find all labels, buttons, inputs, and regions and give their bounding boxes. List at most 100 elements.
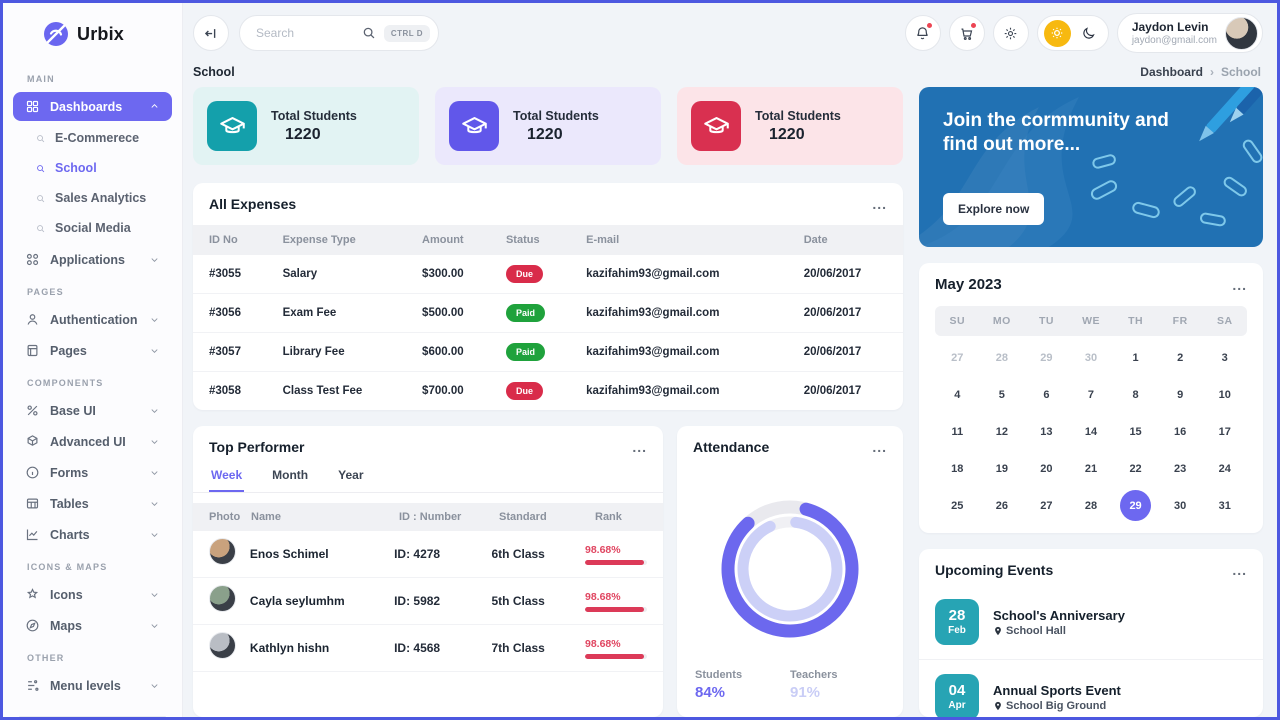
teachers-value: 91% (790, 684, 821, 701)
calendar-day[interactable]: 15 (1129, 425, 1142, 438)
calendar-day[interactable]: 3 (1221, 351, 1228, 364)
student-name: Cayla seylumhm (249, 594, 345, 608)
light-mode-button[interactable] (1043, 19, 1071, 47)
event-day: 28 (948, 607, 966, 625)
calendar-day[interactable]: 28 (1084, 499, 1098, 512)
event-item[interactable]: 28 Feb School's Anniversary School Hall (919, 591, 1263, 653)
tab-week[interactable]: Week (209, 464, 245, 492)
calendar-day[interactable]: 22 (1129, 462, 1142, 475)
brand-logo[interactable]: Urbix (3, 3, 182, 61)
calendar-day[interactable]: 11 (951, 425, 964, 438)
calendar-day[interactable]: 5 (998, 388, 1005, 401)
nav-section-label: ICONS & MAPS (27, 562, 108, 572)
calendar-day[interactable]: 29 (1040, 351, 1053, 364)
sidebar-item-label: Authentication (50, 312, 138, 327)
expense-amount-cell: $600.00 (414, 332, 498, 372)
attendance-menu-button[interactable]: ... (872, 439, 887, 455)
event-item[interactable]: 04 Apr Annual Sports Event School Big Groun… (919, 659, 1263, 717)
sidebar-item-maps[interactable]: Maps (13, 611, 172, 640)
topbar: CTRL D (183, 3, 1277, 63)
sidebar-item-base-ui[interactable]: Base UI (13, 396, 172, 425)
cart-button[interactable] (948, 15, 985, 51)
calendar-day[interactable]: 29 (1113, 488, 1158, 523)
stat-card-total-students[interactable]: Total Students 1220 (435, 87, 661, 165)
advui-icon (25, 434, 40, 449)
sidebar-item-forms[interactable]: Forms (13, 458, 172, 487)
calendar-day[interactable]: 4 (954, 388, 961, 401)
calendar-day[interactable]: 21 (1084, 462, 1098, 475)
sidebar-item-dashboards[interactable]: Dashboards (13, 92, 172, 121)
expenses-menu-button[interactable]: ... (872, 196, 887, 212)
sidebar-subitem-school[interactable]: School (13, 153, 172, 183)
sidebar-subitem-e-commerece[interactable]: E-Commerece (13, 123, 172, 153)
calendar-day[interactable]: 28 (995, 351, 1008, 364)
expense-date-cell: 20/06/2017 (803, 385, 862, 397)
nav-section-label: OTHER (27, 653, 65, 663)
sidebar-item-label: Advanced UI (50, 434, 126, 449)
user-menu[interactable]: Jaydon Levin jaydon@gmail.com (1116, 13, 1263, 53)
calendar-day[interactable]: 24 (1218, 462, 1231, 475)
calendar-day[interactable]: 26 (995, 499, 1008, 512)
calendar-day[interactable]: 18 (951, 462, 964, 475)
calendar-day[interactable]: 17 (1218, 425, 1231, 438)
calendar-day[interactable]: 10 (1218, 388, 1231, 401)
expense-status-cell: Due (497, 255, 579, 294)
calendar-day[interactable]: 25 (951, 499, 964, 512)
explore-now-button[interactable]: Explore now (943, 193, 1045, 225)
stat-card-total-students[interactable]: Total Students 1220 (193, 87, 419, 165)
sidebar-item-applications[interactable]: Applications (13, 245, 172, 274)
calendar-day[interactable]: 27 (951, 351, 964, 364)
sidebar-item-charts[interactable]: Charts (13, 520, 172, 549)
sidebar-item-icons[interactable]: Icons (13, 580, 172, 609)
calendar-menu-button[interactable]: ... (1232, 276, 1247, 293)
bell-icon (917, 26, 929, 39)
calendar-day[interactable]: 20 (1040, 462, 1053, 475)
submenu-item-icon (35, 163, 46, 174)
calendar-day[interactable]: 23 (1174, 462, 1187, 475)
sidebar-item-label: Dashboards (50, 99, 123, 114)
sidebar-subitem-sales-analytics[interactable]: Sales Analytics (13, 183, 172, 213)
stat-card-total-students[interactable]: Total Students 1220 (677, 87, 903, 165)
notifications-button[interactable] (904, 15, 941, 51)
dark-mode-button[interactable] (1075, 20, 1102, 47)
sidebar-collapse-button[interactable] (193, 15, 229, 51)
calendar-day[interactable]: 1 (1132, 351, 1139, 364)
tab-month[interactable]: Month (272, 468, 309, 482)
calendar-card: May 2023 ... SU MO TU WE TH FR SA 27 28 29 30 1 2 3 4… (919, 263, 1263, 533)
event-title: School's Anniversary (993, 607, 1125, 623)
apps-icon (25, 252, 40, 267)
sidebar-item-label: Pages (50, 343, 87, 358)
calendar-day[interactable]: 27 (1040, 499, 1053, 512)
calendar-day[interactable]: 12 (995, 425, 1008, 438)
calendar-day[interactable]: 7 (1087, 388, 1095, 401)
sidebar-item-authentication[interactable]: Authentication (13, 305, 172, 334)
breadcrumb-dashboard[interactable]: Dashboard (1140, 65, 1203, 79)
sidebar-item-tables[interactable]: Tables (13, 489, 172, 518)
expense-email-cell: kazifahim93@gmail.com (578, 332, 796, 372)
tab-year[interactable]: Year (338, 468, 364, 482)
calendar-day[interactable]: 31 (1218, 499, 1231, 512)
sidebar-nav: MAIN Dashboards E-Commerece School Sales Ana… (3, 61, 182, 702)
calendar-day[interactable]: 8 (1132, 388, 1139, 401)
calendar-day[interactable]: 6 (1043, 388, 1050, 401)
performer-menu-button[interactable]: ... (632, 439, 647, 455)
calendar-day[interactable]: 16 (1174, 425, 1187, 438)
search-icon[interactable] (362, 26, 376, 40)
events-menu-button[interactable]: ... (1232, 562, 1247, 578)
cart-icon (961, 28, 973, 40)
calendar-day[interactable]: 13 (1040, 425, 1053, 438)
sidebar-item-advanced-ui[interactable]: Advanced UI (13, 427, 172, 456)
sidebar-item-menu-levels[interactable]: Menu levels (13, 671, 172, 700)
calendar-day[interactable]: 9 (1177, 388, 1184, 401)
sidebar-item-pages[interactable]: Pages (13, 336, 172, 365)
calendar-day[interactable]: 19 (995, 462, 1008, 475)
settings-button[interactable] (992, 15, 1029, 51)
page-title: School (193, 65, 235, 79)
calendar-day[interactable]: 2 (1177, 351, 1184, 364)
chevron-down-icon (149, 405, 160, 416)
calendar-day[interactable]: 30 (1174, 499, 1187, 512)
calendar-day[interactable]: 14 (1084, 425, 1098, 438)
calendar-day[interactable]: 30 (1084, 351, 1098, 364)
search-input[interactable] (256, 26, 354, 40)
sidebar-subitem-social-media[interactable]: Social Media (13, 213, 172, 243)
